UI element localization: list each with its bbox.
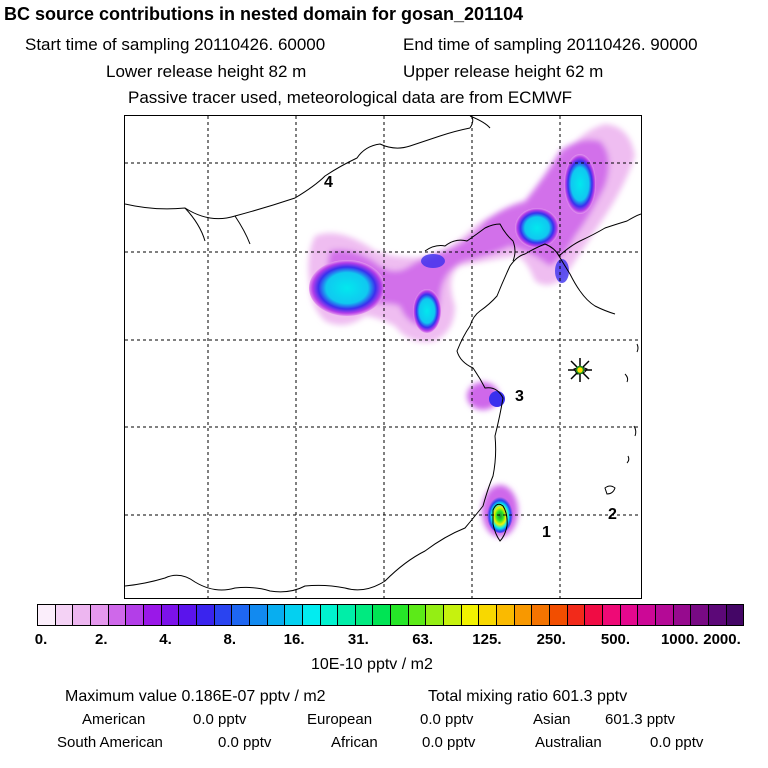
lower-release-text: Lower release height 82 m <box>106 62 307 81</box>
colorbar-segment <box>355 605 374 625</box>
region-label-4: 4 <box>324 174 333 191</box>
colorbar-tick-label: 500. <box>600 631 631 648</box>
colorbar-segment <box>691 605 709 625</box>
colorbar-tick-label: 125. <box>472 631 502 648</box>
colorbar-segment <box>302 605 321 625</box>
colorbar-segment <box>444 605 462 625</box>
asian-label: Asian <box>533 711 571 728</box>
asian-value: 601.3 pptv <box>605 711 676 728</box>
colorbar-segment <box>550 605 568 625</box>
end-sampling-text: End time of sampling 20110426. 90000 <box>403 35 698 54</box>
colorbar-tick-label: 4. <box>159 631 172 648</box>
colorbar-segment <box>655 605 674 625</box>
colorbar-segment <box>338 605 356 625</box>
colorbar-tick-label: 31. <box>347 631 369 648</box>
colorbar-segment <box>603 605 621 625</box>
south-american-label: South American <box>57 734 163 751</box>
colorbar-tick-label: 8. <box>223 631 237 648</box>
european-label: European <box>307 711 373 728</box>
colorbar-segment <box>38 605 56 625</box>
colorbar-segment <box>461 605 480 625</box>
colorbar-segment <box>514 605 533 625</box>
colorbar-segment <box>391 605 409 625</box>
african-label: African <box>331 734 378 751</box>
colorbar-segment <box>232 605 250 625</box>
lat-lon-grid <box>125 116 641 598</box>
colorbar-segment <box>73 605 91 625</box>
south-american-value: 0.0 pptv <box>218 734 272 751</box>
american-label: American <box>82 711 146 728</box>
star-marker-icon <box>568 358 592 382</box>
colorbar-segment <box>426 605 445 625</box>
tracer-note-text: Passive tracer used, meteorological data… <box>128 88 573 107</box>
colorbar-segment <box>249 605 268 625</box>
colorbar-tick-label: 2. <box>95 631 108 648</box>
colorbar-segment <box>196 605 215 625</box>
colorbar <box>37 604 744 626</box>
colorbar-segment <box>479 605 498 625</box>
colorbar-segment <box>179 605 197 625</box>
figure-title: BC source contributions in nested domain… <box>4 4 524 24</box>
american-value: 0.0 pptv <box>193 711 247 728</box>
african-value: 0.0 pptv <box>422 734 476 751</box>
colorbar-segment <box>373 605 392 625</box>
colorbar-segment <box>267 605 286 625</box>
concentration-hotspots <box>309 154 596 533</box>
colorbar-tick-label: 63. <box>412 631 434 648</box>
colorbar-segment <box>567 605 586 625</box>
colorbar-segment <box>726 605 744 625</box>
australian-label: Australian <box>535 734 602 751</box>
colorbar-segment <box>673 605 692 625</box>
colorbar-segment <box>620 605 639 625</box>
region-label-3: 3 <box>515 388 524 405</box>
region-label-1: 1 <box>542 524 551 541</box>
colorbar-tick-label: 16. <box>283 631 305 648</box>
colorbar-segment <box>408 605 427 625</box>
map-canvas <box>125 116 641 598</box>
colorbar-segment <box>638 605 656 625</box>
european-value: 0.0 pptv <box>420 711 474 728</box>
colorbar-segment <box>143 605 162 625</box>
colorbar-tick-label: 1000. <box>660 631 699 648</box>
colorbar-segment <box>90 605 109 625</box>
total-mixing-text: Total mixing ratio 601.3 pptv <box>428 688 628 705</box>
colorbar-unit: 10E-10 pptv / m2 <box>311 656 433 673</box>
colorbar-segment <box>708 605 727 625</box>
colorbar-segment <box>585 605 603 625</box>
colorbar-tick-label: 2000. <box>703 631 741 648</box>
colorbar-segment <box>126 605 144 625</box>
colorbar-segment <box>55 605 74 625</box>
australian-value: 0.0 pptv <box>650 734 704 751</box>
colorbar-segment <box>108 605 127 625</box>
start-sampling-text: Start time of sampling 20110426. 60000 <box>25 35 326 54</box>
colorbar-segment <box>320 605 339 625</box>
colorbar-segment <box>532 605 551 625</box>
colorbar-tick-label: 0. <box>34 631 48 648</box>
colorbar-segment <box>214 605 233 625</box>
upper-release-text: Upper release height 62 m <box>403 62 604 81</box>
colorbar-segment <box>285 605 303 625</box>
map-panel: 4 3 1 2 <box>124 115 642 599</box>
colorbar-tick-label: 250. <box>536 631 566 648</box>
colorbar-segment <box>497 605 515 625</box>
max-value-text: Maximum value 0.186E-07 pptv / m2 <box>65 688 326 705</box>
colorbar-segment <box>161 605 180 625</box>
region-label-2: 2 <box>608 506 617 523</box>
